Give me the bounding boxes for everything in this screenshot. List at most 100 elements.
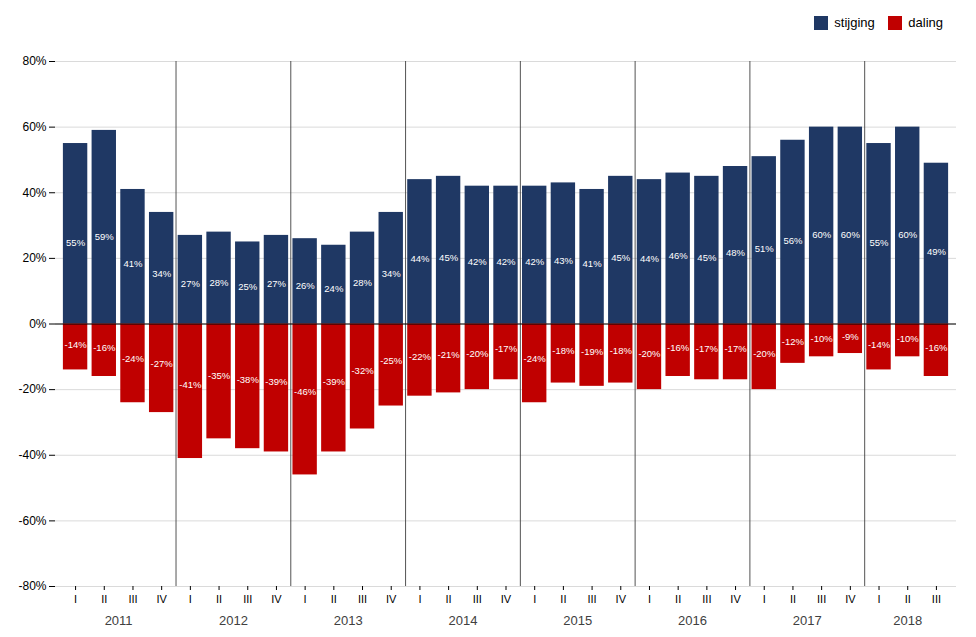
svg-text:III: III xyxy=(587,593,596,605)
svg-text:56%: 56% xyxy=(783,235,803,246)
svg-text:III: III xyxy=(243,593,252,605)
svg-text:-25%: -25% xyxy=(380,354,403,365)
svg-text:-20%: -20% xyxy=(18,382,46,396)
svg-text:III: III xyxy=(128,593,137,605)
svg-text:45%: 45% xyxy=(439,251,459,262)
svg-text:-20%: -20% xyxy=(753,347,776,358)
svg-text:34%: 34% xyxy=(382,267,402,278)
svg-text:49%: 49% xyxy=(927,245,947,256)
svg-text:55%: 55% xyxy=(870,236,890,247)
svg-text:44%: 44% xyxy=(640,253,660,264)
svg-text:27%: 27% xyxy=(267,278,287,289)
svg-text:46%: 46% xyxy=(669,250,689,261)
svg-text:27%: 27% xyxy=(181,278,201,289)
svg-text:II: II xyxy=(905,593,911,605)
svg-text:45%: 45% xyxy=(611,251,631,262)
svg-text:-17%: -17% xyxy=(696,343,719,354)
svg-text:2018: 2018 xyxy=(893,612,922,627)
svg-text:-14%: -14% xyxy=(868,338,891,349)
svg-text:-18%: -18% xyxy=(552,344,575,355)
svg-text:I: I xyxy=(877,593,880,605)
svg-text:-16%: -16% xyxy=(93,341,116,352)
svg-text:2011: 2011 xyxy=(105,612,133,627)
svg-text:IV: IV xyxy=(386,593,397,605)
svg-text:I: I xyxy=(533,593,536,605)
svg-text:20%: 20% xyxy=(22,251,46,265)
svg-text:I: I xyxy=(304,593,307,605)
svg-text:2013: 2013 xyxy=(334,612,363,627)
svg-text:-16%: -16% xyxy=(925,341,948,352)
svg-text:-39%: -39% xyxy=(323,375,346,386)
svg-text:55%: 55% xyxy=(66,236,86,247)
svg-text:IV: IV xyxy=(616,593,627,605)
svg-text:II: II xyxy=(446,593,452,605)
svg-text:-40%: -40% xyxy=(18,448,46,462)
svg-text:42%: 42% xyxy=(496,256,516,267)
svg-text:-32%: -32% xyxy=(351,365,374,376)
svg-text:-12%: -12% xyxy=(782,335,805,346)
svg-text:2012: 2012 xyxy=(219,612,248,627)
svg-text:-9%: -9% xyxy=(842,331,859,342)
svg-text:III: III xyxy=(817,593,826,605)
svg-text:60%: 60% xyxy=(898,229,918,240)
svg-text:IV: IV xyxy=(156,593,167,605)
svg-text:-46%: -46% xyxy=(294,385,317,396)
svg-text:IV: IV xyxy=(845,593,856,605)
svg-text:43%: 43% xyxy=(554,254,574,265)
svg-text:44%: 44% xyxy=(410,253,430,264)
svg-text:-80%: -80% xyxy=(18,579,46,593)
svg-text:0%: 0% xyxy=(29,316,47,330)
svg-text:-20%: -20% xyxy=(466,347,489,358)
svg-text:2016: 2016 xyxy=(678,612,707,627)
svg-text:40%: 40% xyxy=(22,185,46,199)
svg-text:48%: 48% xyxy=(726,247,746,258)
svg-text:-39%: -39% xyxy=(265,375,288,386)
svg-text:28%: 28% xyxy=(210,276,230,287)
svg-text:-14%: -14% xyxy=(64,338,87,349)
svg-text:-17%: -17% xyxy=(495,343,518,354)
svg-text:III: III xyxy=(473,593,482,605)
svg-text:IV: IV xyxy=(730,593,741,605)
svg-text:-18%: -18% xyxy=(610,344,633,355)
svg-text:26%: 26% xyxy=(296,279,316,290)
svg-text:-17%: -17% xyxy=(724,343,747,354)
svg-text:II: II xyxy=(216,593,222,605)
svg-text:II: II xyxy=(675,593,681,605)
svg-text:42%: 42% xyxy=(525,256,545,267)
svg-text:34%: 34% xyxy=(152,267,172,278)
svg-text:2015: 2015 xyxy=(563,612,592,627)
svg-text:60%: 60% xyxy=(841,229,861,240)
svg-text:41%: 41% xyxy=(583,257,603,268)
svg-text:IV: IV xyxy=(271,593,282,605)
svg-text:-24%: -24% xyxy=(122,353,145,364)
svg-text:-60%: -60% xyxy=(18,513,46,527)
svg-text:III: III xyxy=(702,593,711,605)
svg-text:I: I xyxy=(189,593,192,605)
svg-text:-38%: -38% xyxy=(237,374,260,385)
svg-text:41%: 41% xyxy=(123,257,143,268)
svg-text:IV: IV xyxy=(501,593,512,605)
svg-text:-21%: -21% xyxy=(438,349,461,360)
svg-text:51%: 51% xyxy=(755,242,775,253)
svg-text:-27%: -27% xyxy=(151,357,174,368)
svg-text:60%: 60% xyxy=(812,229,832,240)
svg-text:II: II xyxy=(560,593,566,605)
svg-text:25%: 25% xyxy=(238,281,258,292)
svg-text:-10%: -10% xyxy=(897,332,920,343)
svg-text:24%: 24% xyxy=(324,282,344,293)
svg-text:III: III xyxy=(358,593,367,605)
svg-text:I: I xyxy=(648,593,651,605)
svg-text:45%: 45% xyxy=(697,251,717,262)
svg-text:80%: 80% xyxy=(22,54,46,68)
svg-text:-20%: -20% xyxy=(638,347,661,358)
svg-text:2017: 2017 xyxy=(793,612,822,627)
svg-text:59%: 59% xyxy=(95,230,115,241)
svg-text:III: III xyxy=(932,593,941,605)
svg-text:-19%: -19% xyxy=(581,346,604,357)
svg-text:-22%: -22% xyxy=(409,350,432,361)
svg-text:60%: 60% xyxy=(22,119,46,133)
svg-text:28%: 28% xyxy=(353,276,373,287)
svg-text:2014: 2014 xyxy=(448,612,477,627)
svg-text:-24%: -24% xyxy=(524,353,547,364)
svg-text:I: I xyxy=(763,593,766,605)
